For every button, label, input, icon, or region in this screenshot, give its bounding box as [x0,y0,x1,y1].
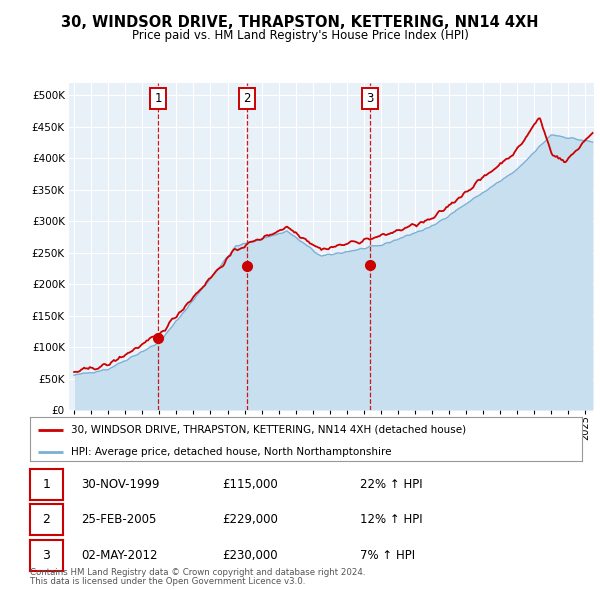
Text: 30, WINDSOR DRIVE, THRAPSTON, KETTERING, NN14 4XH (detached house): 30, WINDSOR DRIVE, THRAPSTON, KETTERING,… [71,425,467,434]
Text: 3: 3 [366,92,373,105]
Text: Contains HM Land Registry data © Crown copyright and database right 2024.: Contains HM Land Registry data © Crown c… [30,568,365,577]
Text: 22% ↑ HPI: 22% ↑ HPI [360,478,422,491]
Text: 02-MAY-2012: 02-MAY-2012 [81,549,157,562]
Text: £229,000: £229,000 [222,513,278,526]
Text: 2: 2 [43,513,50,526]
Text: £230,000: £230,000 [222,549,278,562]
Text: Price paid vs. HM Land Registry's House Price Index (HPI): Price paid vs. HM Land Registry's House … [131,30,469,42]
Text: 3: 3 [43,549,50,562]
Text: This data is licensed under the Open Government Licence v3.0.: This data is licensed under the Open Gov… [30,578,305,586]
Text: 1: 1 [154,92,161,105]
Text: 2: 2 [244,92,251,105]
Text: 12% ↑ HPI: 12% ↑ HPI [360,513,422,526]
Text: 7% ↑ HPI: 7% ↑ HPI [360,549,415,562]
Text: 30-NOV-1999: 30-NOV-1999 [81,478,160,491]
Text: £115,000: £115,000 [222,478,278,491]
Text: 25-FEB-2005: 25-FEB-2005 [81,513,157,526]
Text: 30, WINDSOR DRIVE, THRAPSTON, KETTERING, NN14 4XH: 30, WINDSOR DRIVE, THRAPSTON, KETTERING,… [61,15,539,30]
Text: 1: 1 [43,478,50,491]
Text: HPI: Average price, detached house, North Northamptonshire: HPI: Average price, detached house, Nort… [71,447,392,457]
